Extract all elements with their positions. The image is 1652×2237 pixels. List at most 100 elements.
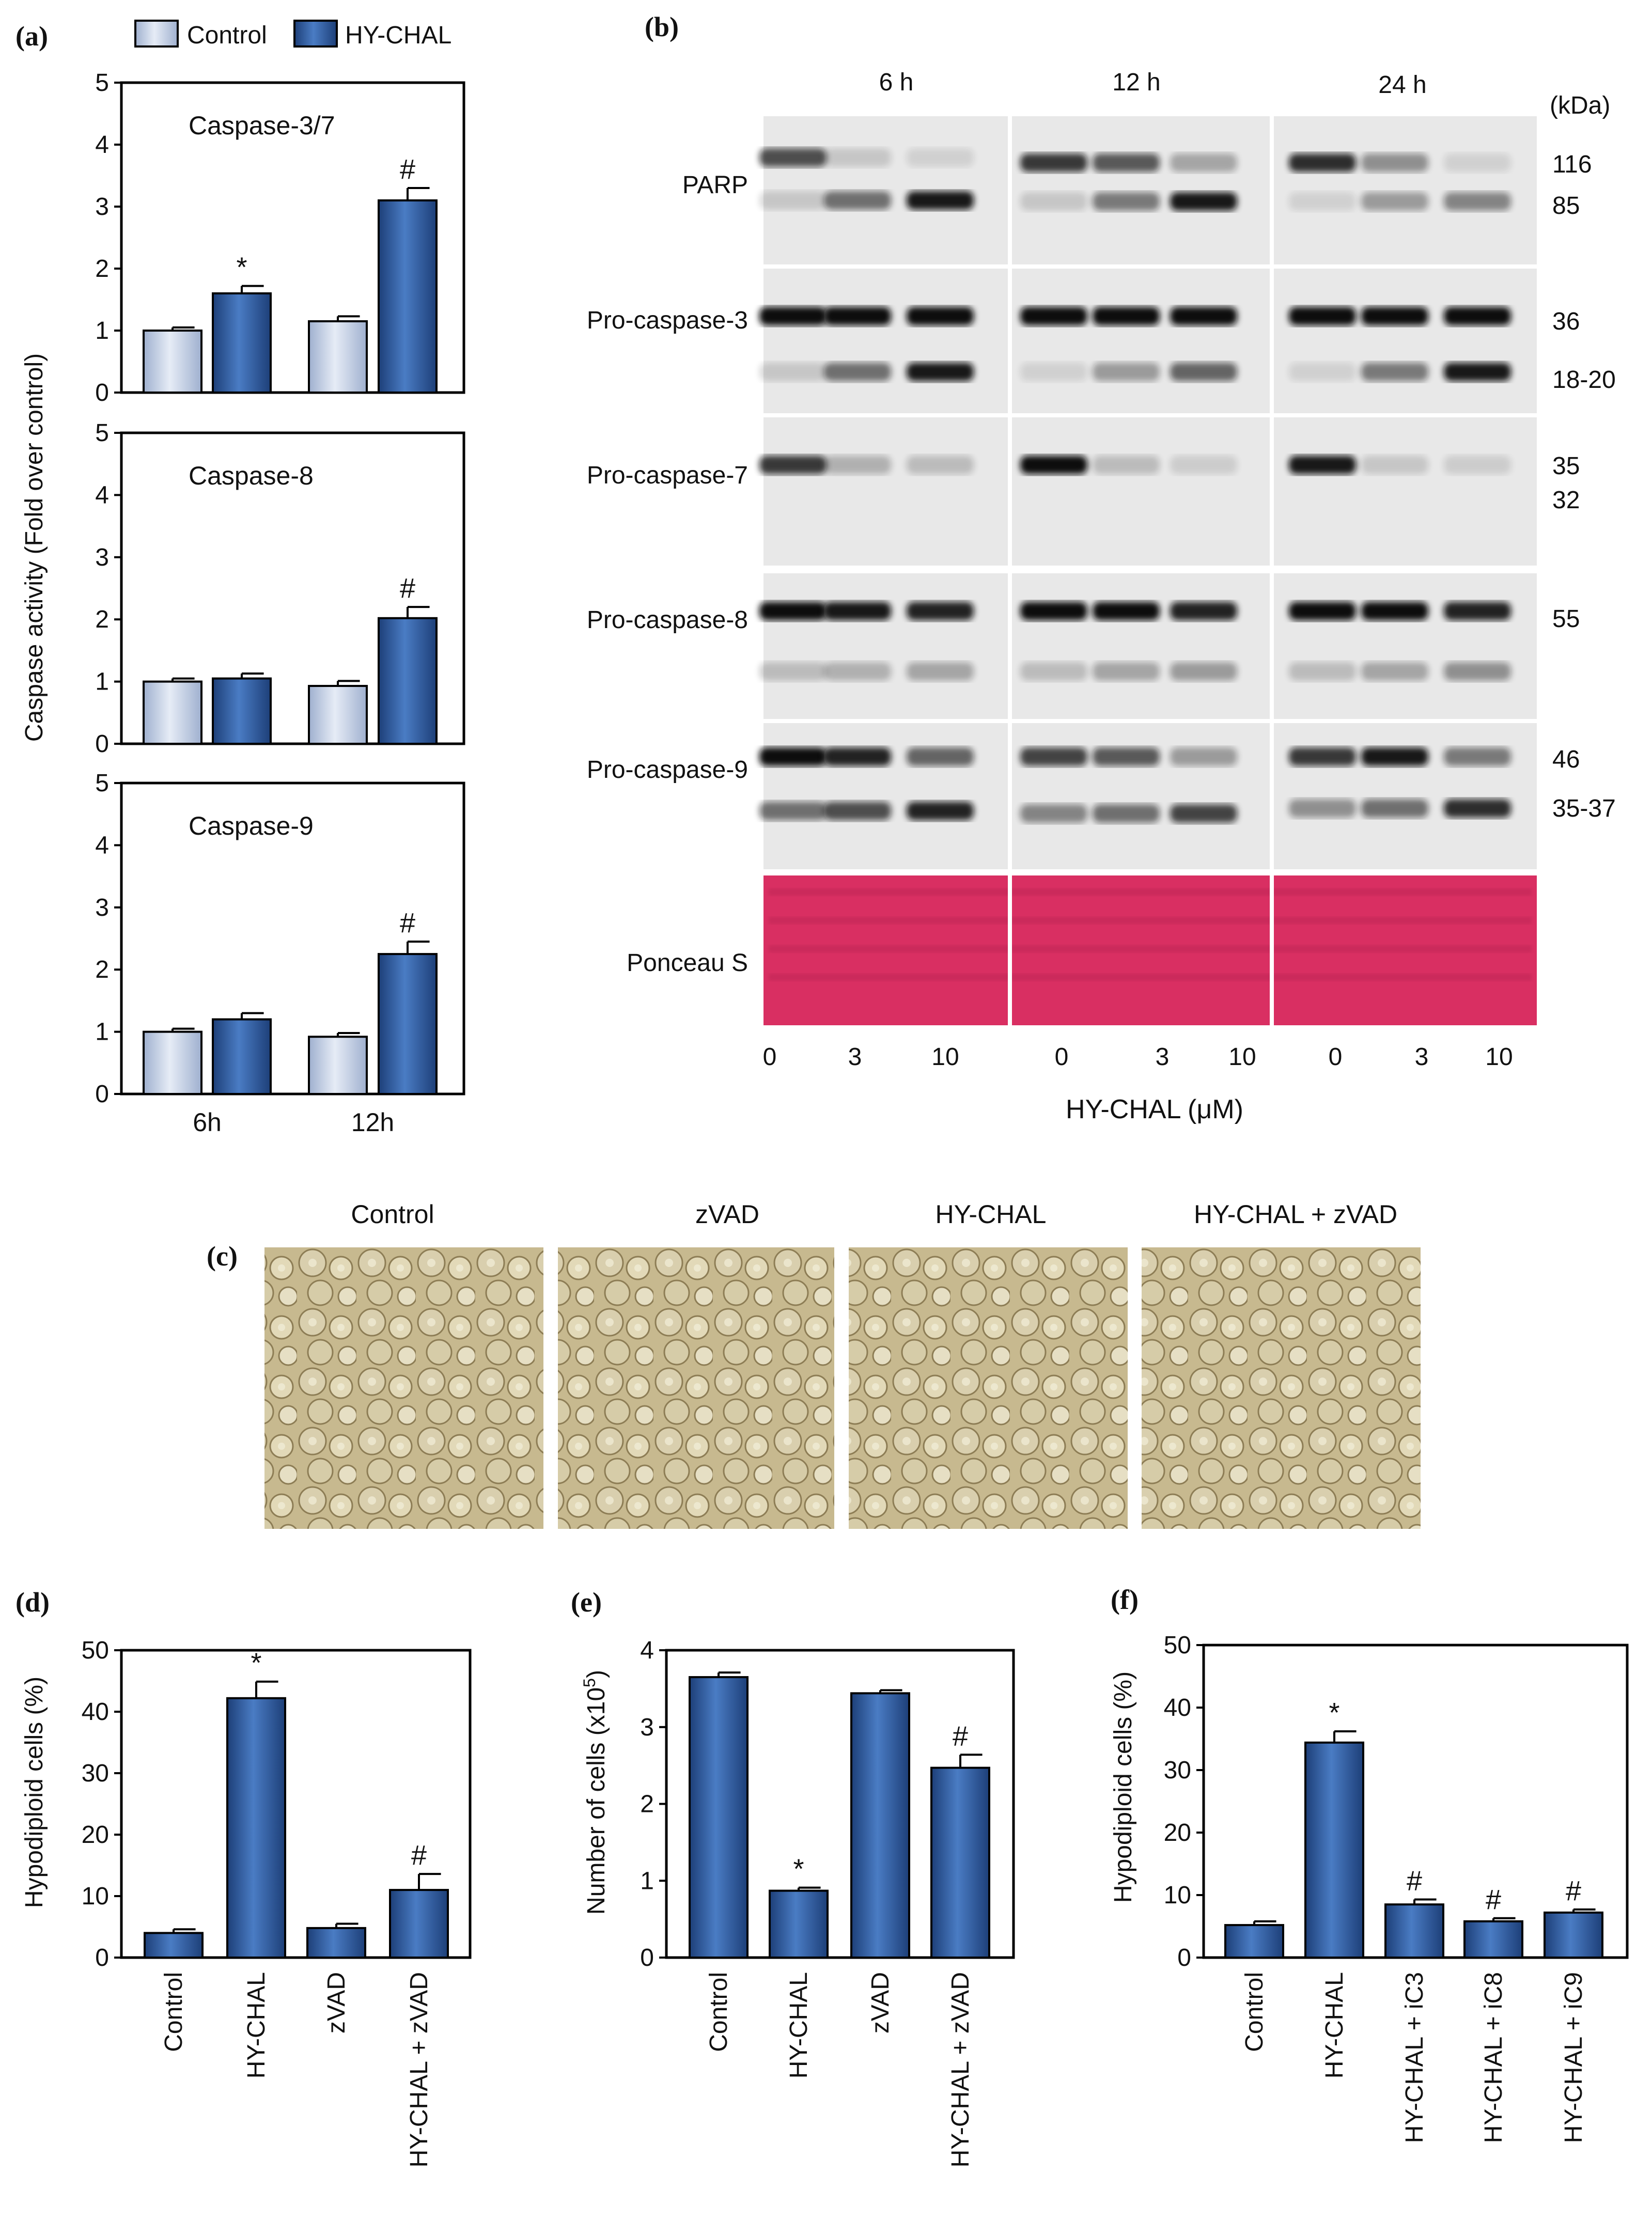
- y-tick-label: 1: [95, 1019, 109, 1046]
- significance-mark: #: [1486, 1884, 1501, 1915]
- blot-band: [1093, 747, 1160, 766]
- chart-annotation: Caspase-8: [189, 461, 314, 490]
- blot-band: [907, 148, 974, 167]
- blot-band: [1444, 192, 1511, 211]
- y-tick-label: 3: [640, 1714, 654, 1741]
- y-tick-label: 50: [1164, 1632, 1191, 1659]
- blot-band: [759, 602, 827, 620]
- legend-label-control: Control: [187, 22, 267, 49]
- chart-annotation: Caspase-9: [189, 811, 314, 840]
- kda-marker: 32: [1552, 487, 1580, 514]
- x-tick-label: Control: [160, 1972, 188, 2052]
- y-tick-label: 0: [95, 379, 109, 406]
- plot-frame: [120, 1649, 472, 1959]
- panel-e-ylabel-sup: 5: [580, 1678, 599, 1687]
- blot-band: [1170, 307, 1237, 325]
- blot-strip: [763, 723, 1537, 869]
- chart-annotation: Caspase-3/7: [189, 111, 335, 140]
- y-tick-label: 40: [82, 1698, 109, 1726]
- kda-marker: 35: [1552, 452, 1580, 480]
- ponceau-band: [769, 888, 1532, 896]
- blot-band: [1444, 153, 1511, 172]
- time-label-24h: 24 h: [1378, 71, 1426, 99]
- y-tick-label: 10: [1164, 1882, 1191, 1909]
- y-tick-label: 0: [95, 730, 109, 758]
- blot-band: [1361, 456, 1428, 474]
- legend: Control HY-CHAL: [134, 20, 451, 49]
- y-tick-label: 30: [82, 1760, 109, 1787]
- blot-band: [1361, 662, 1428, 681]
- significance-mark: *: [1329, 1697, 1339, 1728]
- significance-mark: *: [793, 1854, 804, 1885]
- y-tick-label: 5: [95, 69, 109, 97]
- blot-band: [1444, 363, 1511, 381]
- kda-marker: 46: [1552, 746, 1580, 773]
- bar: [143, 680, 202, 745]
- blot-band: [1289, 456, 1356, 474]
- dose-label: 10: [1228, 1043, 1256, 1071]
- blot-band: [759, 747, 827, 766]
- significance-mark: #: [400, 154, 415, 185]
- blot-band: [824, 747, 891, 766]
- y-tick-label: 1: [640, 1867, 654, 1895]
- micrograph-title-zvad: zVAD: [695, 1200, 759, 1229]
- bar: [212, 292, 272, 394]
- blot-xlabel: HY-CHAL (μM): [1066, 1094, 1243, 1124]
- blot-band: [1020, 602, 1087, 620]
- blot-band: [1361, 602, 1428, 620]
- y-tick-label: 5: [95, 770, 109, 797]
- x-tick-label: 12h: [351, 1108, 394, 1137]
- blot-band: [907, 363, 974, 381]
- blot-band: [824, 363, 891, 381]
- x-tick-label: Control: [705, 1972, 733, 2052]
- blot-band: [824, 307, 891, 325]
- x-tick-label: zVAD: [323, 1972, 350, 2033]
- bar: [378, 199, 438, 394]
- chart-caspase-9: 0 1 2 3 4 5 Caspase-9 6h #12h: [95, 770, 465, 1137]
- panel-label-f: (f): [1111, 1584, 1139, 1615]
- panel-label-b: (b): [645, 11, 679, 42]
- dose-label: 3: [1415, 1043, 1429, 1071]
- dose-label: 0: [1329, 1043, 1343, 1071]
- significance-mark: #: [400, 573, 415, 604]
- blot-band: [907, 602, 974, 620]
- time-label-12h: 12 h: [1112, 69, 1160, 96]
- blot-band: [907, 456, 974, 474]
- bar: [930, 1766, 990, 1959]
- plot-frame: [120, 781, 465, 1096]
- bar: [1544, 1911, 1603, 1959]
- y-tick-label: 0: [1177, 1944, 1191, 1972]
- blot-strip: [763, 417, 1537, 566]
- panel-label-d: (d): [15, 1587, 50, 1618]
- blot-strip: [763, 573, 1537, 719]
- y-tick-label: 10: [82, 1883, 109, 1910]
- blot-band: [1020, 153, 1087, 172]
- blot-row-label: Pro-caspase-9: [587, 756, 748, 784]
- x-tick-label: HY-CHAL + zVAD: [406, 1972, 433, 2167]
- blot-band: [907, 191, 974, 210]
- blot-band: [907, 307, 974, 325]
- x-tick-label: HY-CHAL + iC3: [1401, 1972, 1428, 2143]
- ponceau-band: [769, 945, 1532, 952]
- bar: [212, 677, 272, 745]
- significance-mark: #: [1566, 1875, 1581, 1906]
- blot-row-label: Pro-caspase-3: [587, 307, 748, 334]
- blot-band: [759, 662, 827, 681]
- blot-band: [759, 191, 827, 210]
- y-tick-label: 4: [95, 131, 109, 159]
- blot-band: [1289, 799, 1356, 818]
- blot-band: [759, 307, 827, 325]
- bar: [1304, 1741, 1364, 1959]
- blot-band: [1289, 363, 1356, 381]
- blot-band: [1093, 456, 1160, 474]
- blot-band: [1444, 747, 1511, 766]
- blot-band: [759, 802, 827, 820]
- y-tick-label: 5: [95, 419, 109, 447]
- blot-band: [1093, 153, 1160, 172]
- blot-band: [1170, 192, 1237, 211]
- bar: [143, 1030, 202, 1095]
- blot-band: [1170, 747, 1237, 766]
- blot-band: [1289, 662, 1356, 681]
- chart-caspase-8: 0 1 2 3 4 5 Caspase-8 #: [95, 419, 465, 758]
- blot-band: [824, 148, 891, 167]
